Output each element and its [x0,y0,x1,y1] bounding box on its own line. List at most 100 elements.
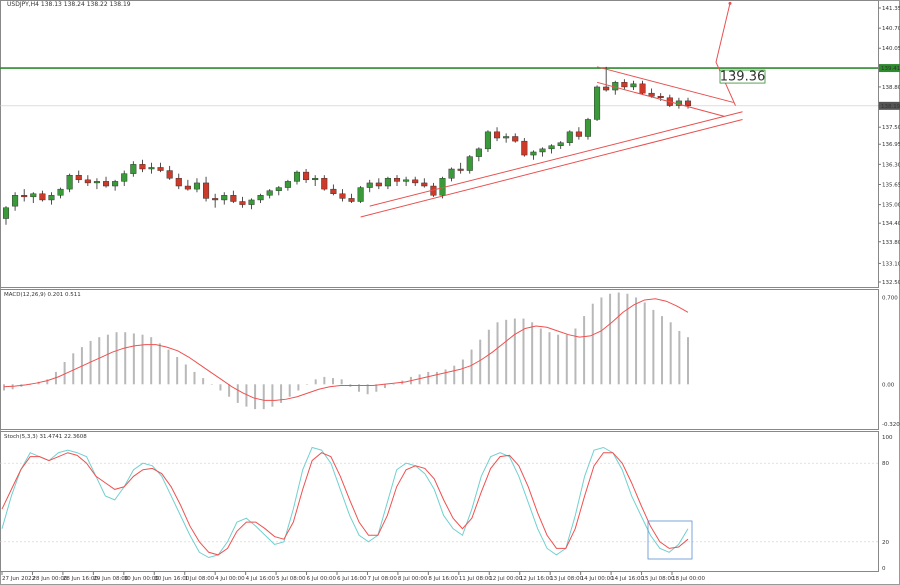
x-tick-label: 12 Jul 00:00 [489,576,522,582]
candle-body [366,182,373,188]
macd-histogram-bar [652,309,655,385]
candle-body [30,193,37,198]
candle-body [157,167,164,171]
candle-body [594,86,601,120]
candle-body [321,178,328,190]
macd-histogram-bar [583,316,586,385]
candle-body [212,198,219,201]
price-tick-label: 137.50 [882,125,900,131]
price-tick-label: 140.70 [882,26,900,32]
macd-histogram-bar [3,384,5,391]
x-tick-label: 5 Jul 08:00 [276,576,306,582]
candle-body [539,148,546,153]
target-annotation-text: 139.36 [720,70,766,85]
price-tick-label: 138.80 [882,85,900,91]
candle-body [530,151,537,156]
candle-body [57,188,64,196]
resistance-price-label: 139.41 [881,66,900,72]
candle-body [293,171,301,182]
candle-body [521,140,528,156]
macd-histogram-bar [479,339,482,385]
symbol-header: USDJPY,H4 138.13 138.24 138.22 138.19 [7,1,131,8]
candle-body [403,179,410,182]
macd-histogram-bar [72,353,75,385]
macd-histogram-bar [176,357,179,385]
candle-body [21,195,28,198]
macd-histogram-bar [453,365,456,385]
macd-histogram-bar [106,334,109,385]
macd-histogram-bar [565,334,568,385]
macd-histogram-bar [661,316,664,385]
macd-histogram-bar [340,379,343,385]
candle-body [193,182,200,190]
candle-body [384,178,391,187]
macd-histogram-bar [505,319,508,385]
macd-histogram-bar [357,384,360,392]
channel-support-line [360,118,743,218]
x-tick-label: 30 Jun 16:00 [154,576,189,582]
candle-body [12,195,19,207]
pane-border-2 [0,289,879,430]
candle-body [494,131,501,139]
candle-body [103,181,110,187]
macd-histogram-bar [600,297,603,385]
flag-lower-line [596,81,725,117]
macd-histogram-bar [314,379,317,385]
price-tick-label: 133.80 [882,240,900,246]
candle-body [203,182,210,199]
candle-body [266,190,273,196]
macd-histogram-bar [383,384,386,389]
macd-signal-line [3,298,689,401]
macd-histogram-bar [124,332,127,385]
x-tick-label: 29 Jun 08:00 [93,576,128,582]
macd-histogram-bar [63,361,66,385]
current-price-box [879,101,900,110]
price-tick-label: 136.30 [882,162,900,168]
macd-histogram-bar [487,329,490,385]
stoch-tick-label: 80 [882,461,889,467]
candle-body [412,179,419,184]
candle-body [475,148,482,157]
stoch-main-line [1,446,689,559]
candle-body [2,207,10,219]
macd-histogram-bar [574,328,577,385]
macd-histogram-bar [158,343,161,385]
stoch-tick-label: 20 [882,540,889,546]
candle-body [566,131,573,143]
price-tick-label: 135.65 [882,182,900,188]
candle-body [457,168,464,171]
candle-body [275,187,282,191]
channel-support-line-2 [369,111,743,207]
candle-body [466,156,473,171]
macd-histogram-bar [669,322,672,385]
candle-body [221,195,228,201]
candle-body [121,173,128,182]
candle-body [39,193,46,201]
x-tick-label: 11 Jul 08:00 [459,576,492,582]
macd-histogram-bar [470,349,473,385]
projection-target-point [728,1,732,5]
candle-body [575,131,582,137]
stoch-signal-line [1,452,689,556]
macd-histogram-bar [236,384,239,403]
candle-body [393,178,401,182]
macd-histogram-bar [392,384,395,385]
macd-tick-label: 0.00 [882,382,895,388]
x-tick-label: 8 Jul 00:00 [398,576,428,582]
candle-body [248,199,255,205]
macd-histogram-bar [626,293,629,385]
macd-histogram-bar [254,384,257,410]
x-tick-label: 6 Jul 00:00 [307,576,337,582]
candle-body [303,171,310,181]
macd-title: MACD(12,26,9) 0.201 0.511 [4,292,81,298]
macd-histogram-bar [678,330,681,385]
current-price-label: 138.19 [881,104,900,110]
candle-body [375,182,382,187]
candle-body [66,174,73,190]
macd-histogram-bar [184,364,187,385]
macd-histogram-bar [271,384,274,407]
macd-histogram-bar [46,379,49,385]
macd-histogram-bar [306,384,309,385]
projection-path [715,3,736,106]
